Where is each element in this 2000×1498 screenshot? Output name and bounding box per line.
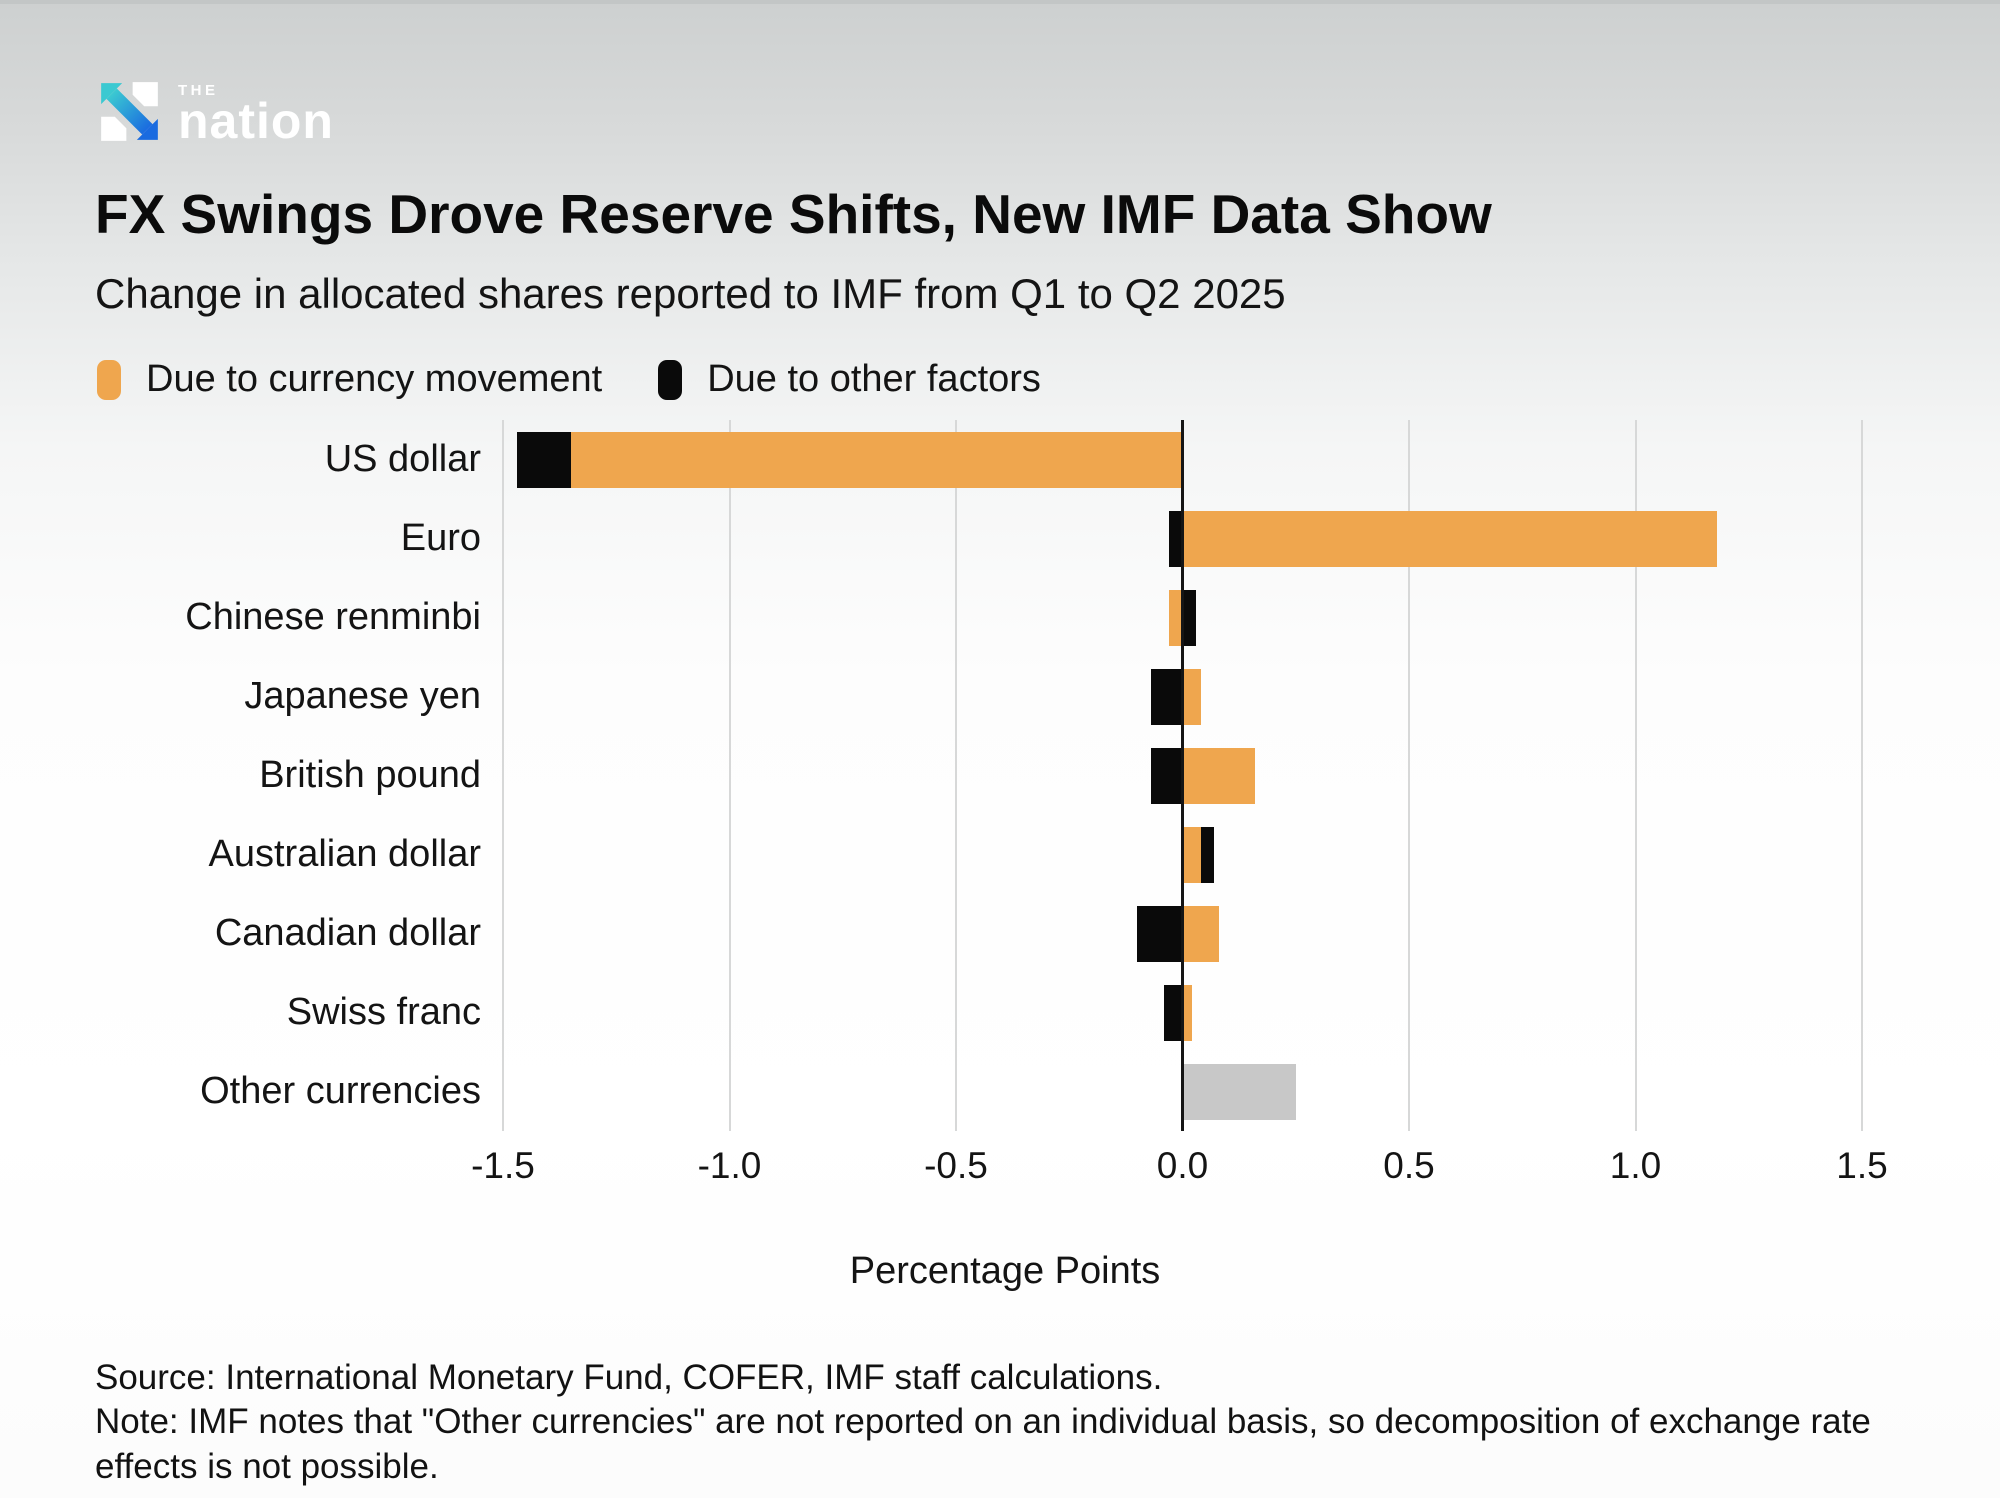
logo-wordmark: THE nation <box>178 80 334 149</box>
gridline <box>728 420 731 1131</box>
bar-segment-other <box>1164 984 1183 1041</box>
nation-logo: THE nation <box>98 80 334 149</box>
x-axis-tick-labels: -1.5 -1.0 -0.5 0.0 0.5 1.0 1.5 <box>0 1145 2000 1191</box>
x-tick-label: -1.5 <box>471 1145 535 1186</box>
legend-swatch-other <box>658 359 683 400</box>
category-label: Australian dollar <box>208 833 481 875</box>
x-axis-title: Percentage Points <box>849 1250 1161 1292</box>
legend: Due to currency movement Due to other fac… <box>97 358 1041 401</box>
top-divider <box>0 0 2000 4</box>
category-label: US dollar <box>324 438 481 480</box>
gridline <box>1861 420 1863 1131</box>
bar-segment-other <box>1137 905 1183 962</box>
bar-segment-currency <box>1168 589 1183 646</box>
note-text: Note: IMF notes that "Other currencies" … <box>95 1402 1871 1486</box>
x-tick-label: -1.0 <box>697 1145 762 1186</box>
chart-subtitle: Change in allocated shares reported to I… <box>95 270 1286 317</box>
x-tick-label: -0.5 <box>924 1145 988 1186</box>
logo-the-text: THE <box>178 82 219 99</box>
legend-label: Due to other factors <box>707 358 1041 400</box>
gridline <box>955 420 957 1131</box>
zero-axis-line <box>1181 420 1184 1131</box>
gridline <box>502 420 504 1131</box>
bar-segment-other <box>1182 589 1197 646</box>
legend-label: Due to currency movement <box>146 358 603 400</box>
bar-segment-other <box>1168 510 1183 567</box>
bar-segment-other <box>1150 747 1183 804</box>
x-tick-label: 0.0 <box>1156 1145 1209 1186</box>
x-tick-label: 0.5 <box>1383 1145 1435 1186</box>
legend-item-other: Due to other factors <box>658 358 1041 401</box>
logo-name-text: nation <box>178 93 334 149</box>
bar-segment-currency <box>1182 905 1219 962</box>
category-label: Swiss franc <box>286 991 481 1033</box>
nation-n-icon <box>101 82 158 141</box>
bar-segment-currency <box>1182 510 1718 567</box>
bar-segment-unallocated <box>1182 1063 1296 1120</box>
legend-item-currency: Due to currency movement <box>97 358 602 401</box>
category-label: Canadian dollar <box>214 912 481 954</box>
chart-title: FX Swings Drove Reserve Shifts, New IMF … <box>95 183 1492 245</box>
plot-area <box>502 420 1863 1131</box>
x-tick-label: 1.5 <box>1836 1145 1888 1186</box>
footnotes: Source: International Monetary Fund, COF… <box>95 1356 1895 1489</box>
gridline <box>1408 420 1410 1131</box>
gridline <box>1634 420 1637 1131</box>
category-label: Other currencies <box>200 1070 481 1112</box>
bar-segment-currency <box>570 431 1183 488</box>
category-label: British pound <box>259 754 481 796</box>
bar-segment-other <box>1200 826 1215 883</box>
category-label: Japanese yen <box>244 675 481 717</box>
bar-segment-currency <box>1182 668 1201 725</box>
bar-segment-other <box>516 431 571 488</box>
source-text: Source: International Monetary Fund, COF… <box>95 1358 1163 1397</box>
category-label: Euro <box>400 517 481 559</box>
bar-segment-currency <box>1182 984 1192 1041</box>
x-tick-label: 1.0 <box>1609 1145 1662 1186</box>
bar-segment-currency <box>1182 747 1255 804</box>
category-label: Chinese renminbi <box>185 596 481 638</box>
bar-segment-other <box>1150 668 1183 725</box>
bar-segment-currency <box>1182 826 1201 883</box>
category-labels: US dollar Euro Chinese renminbi Japanese ye… <box>0 420 481 1131</box>
legend-swatch-currency <box>97 359 121 400</box>
